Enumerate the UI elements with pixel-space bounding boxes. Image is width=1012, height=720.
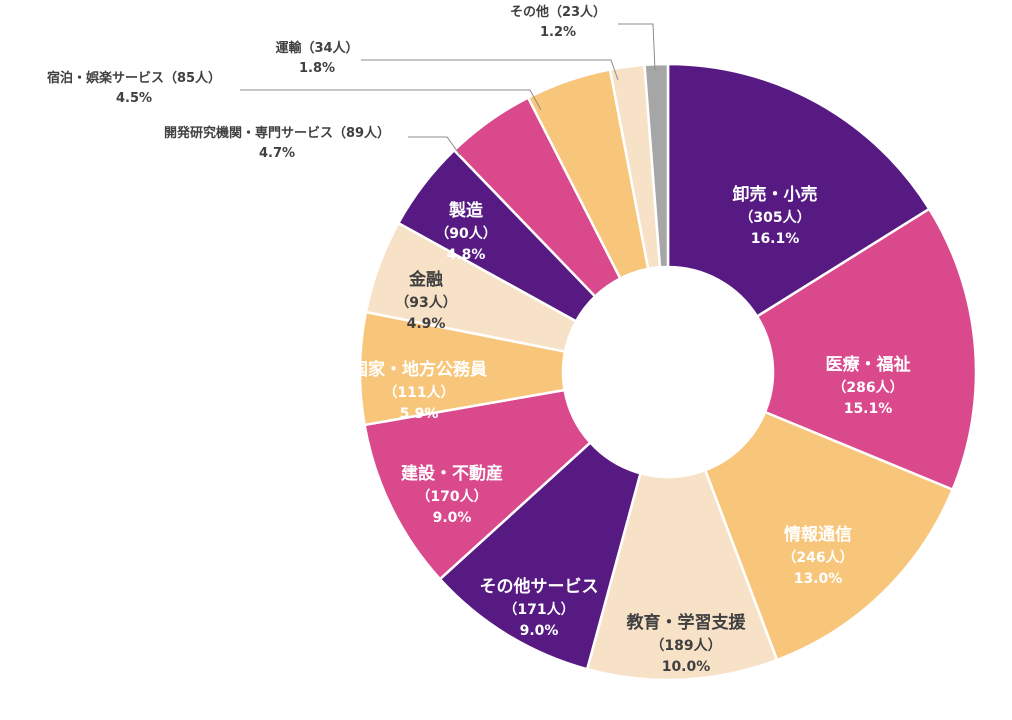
slice-pct-label-0: 16.1% bbox=[751, 231, 800, 247]
slice-label-7: 金融 （93人） 4.9% bbox=[395, 269, 456, 332]
slice-count-label-0: （305人） bbox=[739, 209, 810, 226]
slice-name-count-10: 宿泊・娯楽サービス（85人） bbox=[47, 70, 221, 86]
slice-name-7: 金融 bbox=[408, 269, 443, 290]
slice-name-0: 卸売・小売 bbox=[733, 184, 818, 205]
slice-label-12: その他（23人） 1.2% bbox=[510, 4, 606, 40]
slice-pct-label-12: 1.2% bbox=[540, 25, 576, 40]
slice-count-label-2: （246人） bbox=[782, 549, 853, 566]
slice-pct-label-4: 9.0% bbox=[520, 623, 559, 639]
slice-name-8: 製造 bbox=[448, 200, 484, 221]
slice-count-label-11: （34人） bbox=[301, 40, 358, 56]
slice-name-3: 教育・学習支援 bbox=[626, 612, 747, 633]
leader-lines-layer bbox=[240, 23, 656, 156]
slice-pct-label-1: 15.1% bbox=[844, 401, 893, 417]
slice-pct-label-5: 9.0% bbox=[433, 510, 472, 526]
slice-name-6: 国家・地方公務員 bbox=[351, 359, 487, 380]
slice-3 bbox=[585, 468, 779, 682]
slice-name-10: 宿泊・娯楽サービス bbox=[47, 70, 164, 86]
slice-name-count-12: その他（23人） bbox=[510, 4, 606, 20]
labels-layer: 卸売・小売 （305人） 16.1% 医療・福祉 （286人） 15.1% 情報通信 （246… bbox=[47, 4, 911, 675]
slice-label-1: 医療・福祉 （286人） 15.1% bbox=[826, 354, 911, 417]
slice-count-label-6: （111人） bbox=[383, 384, 454, 401]
slice-label-3: 教育・学習支援 （189人） 10.0% bbox=[626, 612, 747, 675]
slice-name-2: 情報通信 bbox=[784, 524, 852, 545]
slice-label-4: その他サービス （171人） 9.0% bbox=[480, 576, 599, 639]
slice-pct-label-10: 4.5% bbox=[116, 91, 152, 106]
slice-count-label-9: （89人） bbox=[333, 125, 390, 141]
slice-name-count-9: 開発研究機関・専門サービス（89人） bbox=[164, 125, 390, 141]
slice-label-9: 開発研究機関・専門サービス（89人） 4.7% bbox=[164, 125, 390, 161]
slice-pct-label-9: 4.7% bbox=[259, 146, 295, 161]
slice-name-9: 開発研究機関・専門サービス bbox=[164, 125, 333, 141]
slice-count-label-8: （90人） bbox=[435, 225, 496, 242]
slice-2 bbox=[703, 410, 954, 662]
slice-name-5: 建設・不動産 bbox=[401, 463, 503, 484]
slice-1 bbox=[755, 207, 978, 491]
slice-name-11: 運輸 bbox=[275, 40, 302, 56]
slice-label-11: 運輸（34人） 1.8% bbox=[275, 40, 358, 76]
slice-count-label-4: （171人） bbox=[503, 601, 574, 618]
slice-12 bbox=[643, 62, 670, 269]
leader-line-10 bbox=[240, 89, 542, 111]
slice-pct-label-11: 1.8% bbox=[299, 61, 335, 76]
slice-pct-label-6: 5.9% bbox=[400, 406, 439, 422]
slice-count-label-7: （93人） bbox=[395, 294, 456, 311]
slice-label-0: 卸売・小売 （305人） 16.1% bbox=[733, 184, 818, 247]
slice-name-count-11: 運輸（34人） bbox=[275, 40, 358, 56]
slice-label-5: 建設・不動産 （170人） 9.0% bbox=[401, 463, 503, 526]
slice-count-label-1: （286人） bbox=[832, 379, 903, 396]
slice-count-label-12: （23人） bbox=[549, 4, 606, 20]
leader-line-9 bbox=[408, 136, 461, 156]
slices-layer bbox=[358, 62, 978, 682]
slice-pct-label-8: 4.8% bbox=[447, 247, 486, 263]
slice-0 bbox=[666, 62, 931, 318]
slice-label-8: 製造 （90人） 4.8% bbox=[435, 200, 496, 263]
leader-line-11 bbox=[361, 59, 619, 81]
slice-label-6: 国家・地方公務員 （111人） 5.9% bbox=[351, 359, 487, 422]
slice-pct-label-3: 10.0% bbox=[662, 659, 711, 675]
slice-name-4: その他サービス bbox=[480, 576, 599, 597]
slice-label-10: 宿泊・娯楽サービス（85人） 4.5% bbox=[47, 70, 221, 106]
slice-name-1: 医療・福祉 bbox=[826, 354, 911, 375]
leader-line-12 bbox=[618, 23, 656, 71]
slice-count-label-5: （170人） bbox=[416, 488, 487, 505]
slice-label-2: 情報通信 （246人） 13.0% bbox=[782, 524, 853, 587]
slice-count-label-3: （189人） bbox=[650, 637, 721, 654]
slice-4 bbox=[438, 441, 642, 671]
slice-pct-label-7: 4.9% bbox=[407, 316, 446, 332]
slice-5 bbox=[363, 388, 592, 581]
slice-pct-label-2: 13.0% bbox=[794, 571, 843, 587]
slice-name-12: その他 bbox=[510, 4, 549, 20]
slice-count-label-10: （85人） bbox=[164, 70, 221, 86]
